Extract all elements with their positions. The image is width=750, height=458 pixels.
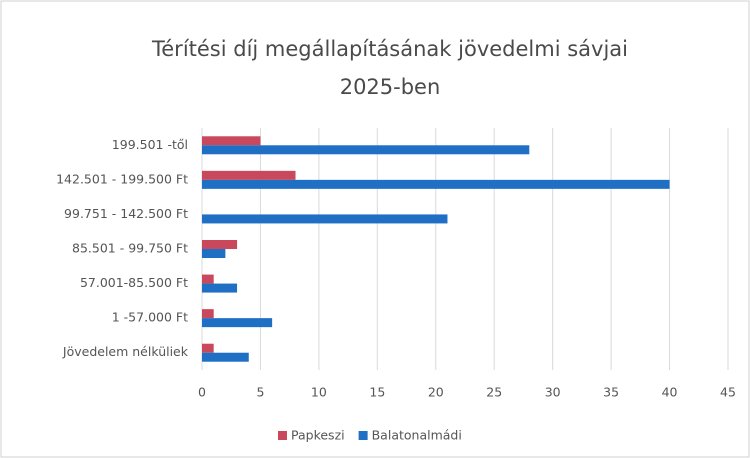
y-tick-label: Jövedelem nélküliek — [62, 344, 189, 359]
bar — [202, 145, 530, 155]
bar — [202, 179, 670, 189]
bar — [202, 170, 296, 180]
x-tick-label: 15 — [369, 385, 385, 400]
y-tick-label: 57.001-85.500 Ft — [80, 275, 188, 290]
chart-title: Térítési díj megállapításának jövedelmi … — [151, 37, 628, 61]
x-tick-label: 20 — [428, 385, 444, 400]
legend-swatch — [278, 431, 287, 440]
x-tick-label: 45 — [720, 385, 736, 400]
x-tick-label: 10 — [311, 385, 327, 400]
x-tick-label: 35 — [603, 385, 619, 400]
bar — [202, 214, 448, 224]
bar — [202, 352, 249, 362]
bar — [202, 136, 261, 146]
chart-title: 2025-ben — [340, 75, 441, 99]
y-tick-label: 99.751 - 142.500 Ft — [64, 206, 188, 221]
bar — [202, 274, 214, 284]
bar — [202, 283, 238, 293]
bar — [202, 249, 226, 258]
legend-swatch — [358, 431, 368, 440]
bar — [202, 240, 238, 249]
bar — [202, 309, 214, 319]
y-tick-label: 1 -57.000 Ft — [112, 310, 188, 325]
x-tick-label: 25 — [486, 385, 502, 400]
legend-label: Papkeszi — [291, 428, 345, 443]
y-tick-label: 199.501 -től — [112, 137, 188, 152]
y-tick-label: 85.501 - 99.750 Ft — [72, 241, 188, 256]
y-tick-label: 142.501 - 199.500 Ft — [56, 171, 188, 186]
legend-label: Balatonalmádi — [372, 428, 462, 443]
x-tick-label: 5 — [256, 385, 264, 400]
bar — [202, 343, 214, 353]
x-tick-label: 30 — [545, 385, 561, 400]
x-tick-label: 40 — [662, 385, 678, 400]
x-tick-label: 0 — [198, 385, 206, 400]
bar — [202, 318, 273, 328]
